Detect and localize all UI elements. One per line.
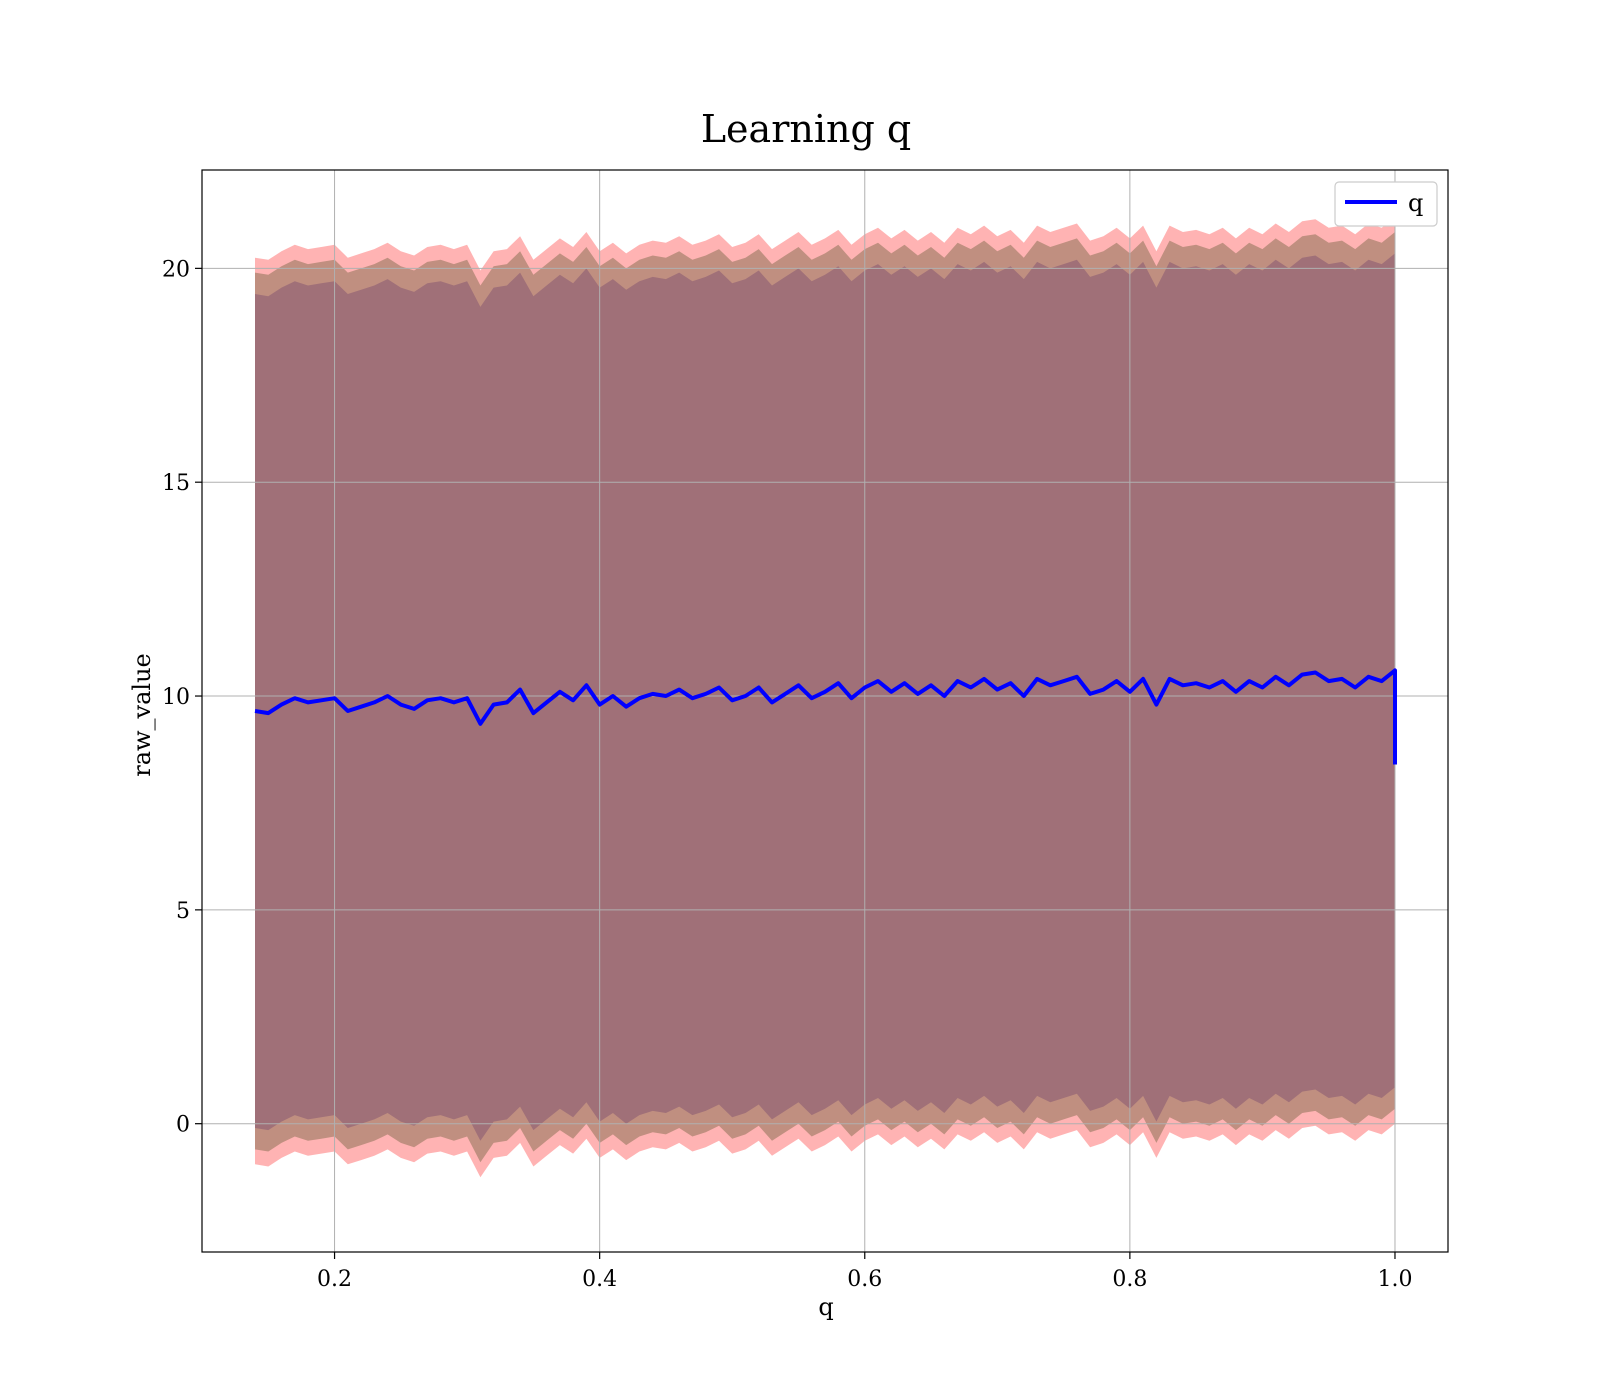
x-tick-label: 0.8	[1112, 1267, 1147, 1292]
x-tick-label: 0.2	[317, 1267, 352, 1292]
y-axis-ticks: 0 5 10 15 20	[162, 257, 202, 1138]
legend-label-q: q	[1408, 189, 1423, 217]
legend: q	[1334, 181, 1438, 227]
y-tick-label: 10	[162, 685, 190, 710]
y-tick-label: 5	[176, 899, 190, 924]
chart-title: Learning q	[701, 107, 911, 151]
series-lines	[254, 668, 1397, 765]
series-line-q	[254, 668, 1397, 765]
band-inner	[255, 253, 1395, 1141]
plot-area	[201, 169, 1449, 1253]
y-tick-label: 0	[176, 1113, 190, 1138]
plot-frame	[201, 169, 1449, 1253]
x-axis-ticks: 0.2 0.4 0.6 0.8 1.0	[317, 1252, 1412, 1292]
y-tick-label: 20	[162, 257, 190, 282]
x-tick-label: 0.4	[582, 1267, 617, 1292]
confidence-bands	[255, 217, 1395, 1178]
x-axis-label: q	[818, 1293, 833, 1321]
y-tick-label: 15	[162, 471, 190, 496]
x-tick-label: 0.6	[847, 1267, 882, 1292]
x-tick-label: 1.0	[1377, 1267, 1412, 1292]
grid-lines	[202, 170, 1448, 1252]
y-axis-label: raw_value	[128, 653, 156, 777]
